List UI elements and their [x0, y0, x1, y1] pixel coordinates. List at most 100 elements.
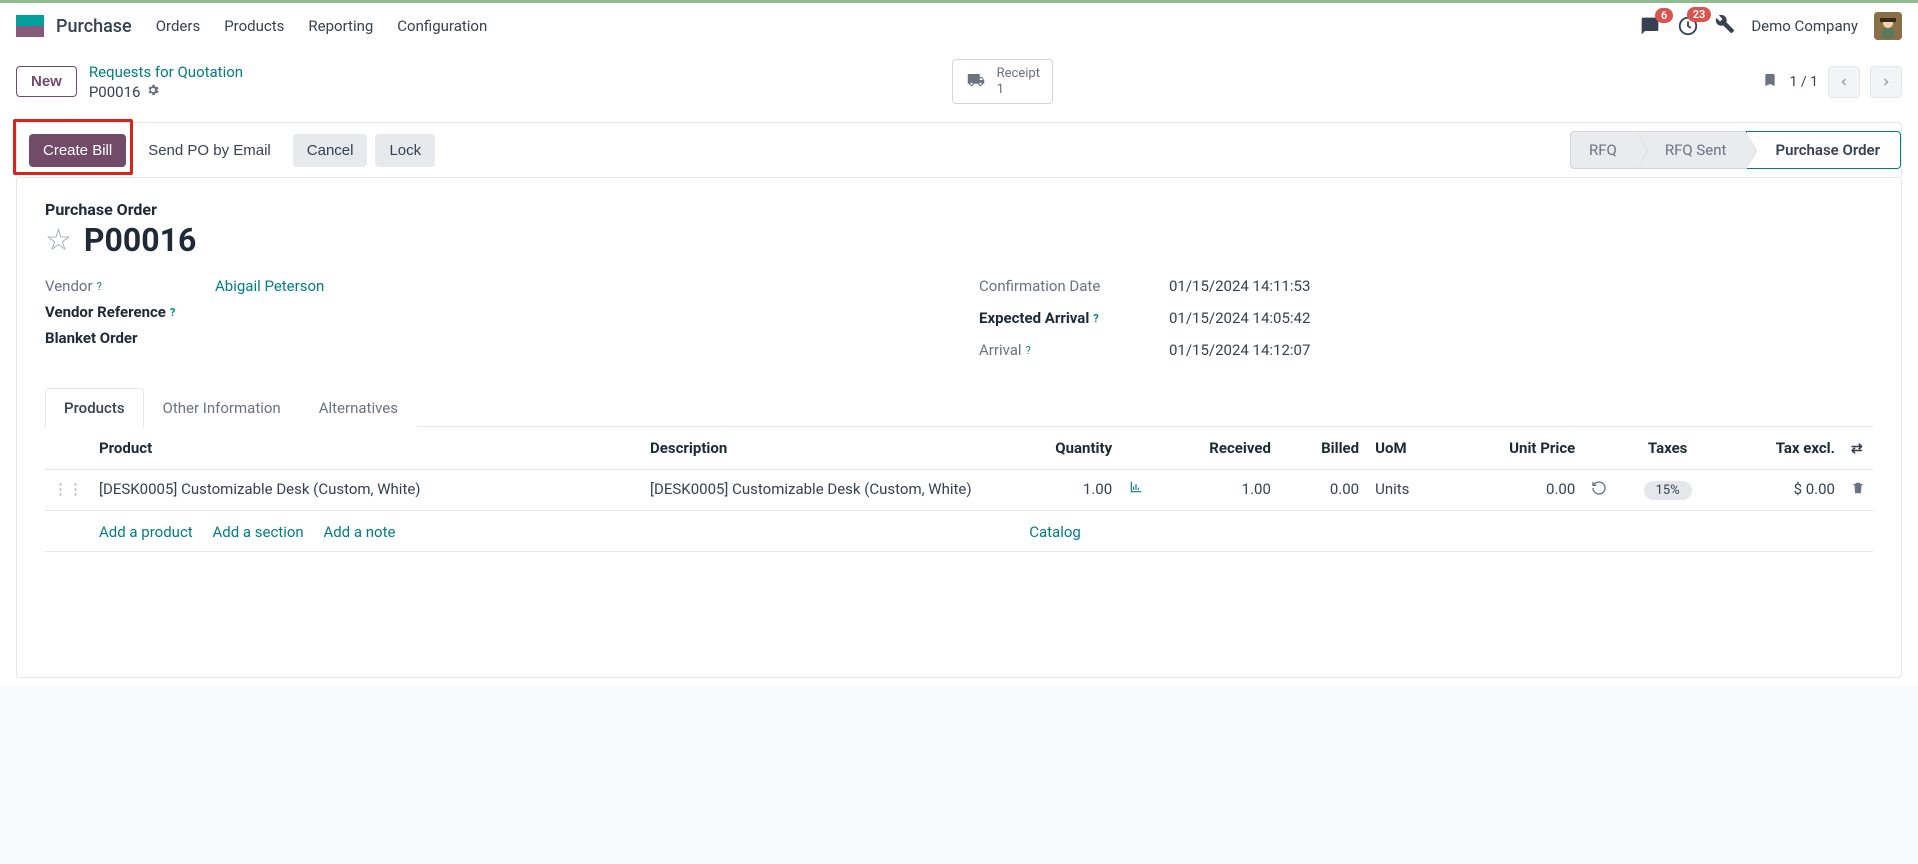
activities-badge: 23 — [1687, 7, 1712, 22]
add-product-link[interactable]: Add a product — [99, 523, 193, 541]
field-vendor-reference: Vendor Reference ? — [45, 299, 939, 325]
add-row: Add a product Add a section Add a note C… — [45, 511, 1873, 552]
vendor-ref-label: Vendor Reference — [45, 303, 166, 321]
nav-link-orders[interactable]: Orders — [156, 17, 201, 35]
expected-value[interactable]: 01/15/2024 14:05:42 — [1169, 309, 1310, 327]
drag-handle-icon[interactable]: ⋮⋮ — [45, 470, 91, 511]
fields-grid: Vendor ? Abigail Peterson Vendor Referen… — [45, 273, 1873, 363]
field-vendor: Vendor ? Abigail Peterson — [45, 273, 939, 299]
truck-icon — [965, 71, 987, 93]
breadcrumb: Requests for Quotation P00016 — [89, 63, 243, 101]
breadcrumb-current-text: P00016 — [89, 83, 141, 101]
subheader: New Requests for Quotation P00016 Receip… — [0, 49, 1918, 114]
cancel-button[interactable]: Cancel — [293, 134, 368, 167]
col-taxes[interactable]: Taxes — [1615, 427, 1720, 470]
favorite-star-icon[interactable]: ☆ — [45, 223, 72, 258]
col-quantity[interactable]: Quantity — [1001, 427, 1120, 470]
cell-description[interactable]: [DESK0005] Customizable Desk (Custom, Wh… — [642, 470, 1001, 511]
debug-icon[interactable] — [1715, 14, 1735, 38]
add-section-link[interactable]: Add a section — [212, 523, 303, 541]
nav-link-configuration[interactable]: Configuration — [397, 17, 487, 35]
col-product[interactable]: Product — [91, 427, 642, 470]
help-icon[interactable]: ? — [1026, 344, 1031, 357]
col-tax-excl[interactable]: Tax excl. — [1720, 427, 1843, 470]
col-billed[interactable]: Billed — [1279, 427, 1367, 470]
forecast-icon[interactable] — [1128, 480, 1144, 498]
col-uom[interactable]: UoM — [1367, 427, 1449, 470]
nav-links: Orders Products Reporting Configuration — [156, 17, 1640, 35]
nav-link-reporting[interactable]: Reporting — [308, 17, 373, 35]
cell-taxes[interactable]: 15% — [1644, 481, 1692, 500]
receipt-smart-button[interactable]: Receipt 1 — [952, 59, 1053, 104]
blanket-label: Blanket Order — [45, 329, 137, 347]
col-unit-price[interactable]: Unit Price — [1449, 427, 1583, 470]
pager-next-button[interactable] — [1870, 66, 1902, 98]
pager-prev-button[interactable] — [1828, 66, 1860, 98]
field-expected-arrival: Expected Arrival ? 01/15/2024 14:05:42 — [979, 305, 1873, 331]
nav-right: 6 23 Demo Company — [1639, 12, 1902, 40]
status-bar: RFQ RFQ Sent Purchase Order — [1570, 131, 1901, 169]
tab-other-information[interactable]: Other Information — [144, 388, 300, 427]
messages-icon[interactable]: 6 — [1639, 16, 1661, 36]
help-icon[interactable]: ? — [1093, 312, 1098, 325]
breadcrumb-current: P00016 — [89, 83, 243, 101]
catalog-link[interactable]: Catalog — [1029, 523, 1081, 541]
add-note-link[interactable]: Add a note — [323, 523, 395, 541]
record-header: Purchase Order ☆ P00016 — [45, 200, 1873, 259]
vendor-label: Vendor — [45, 277, 93, 295]
pager-text: 1 / 1 — [1790, 74, 1818, 90]
lock-button[interactable]: Lock — [375, 134, 435, 167]
confirmation-value: 01/15/2024 14:11:53 — [1169, 277, 1310, 295]
receipt-label: Receipt — [997, 66, 1040, 82]
status-rfq[interactable]: RFQ — [1570, 131, 1637, 169]
new-button[interactable]: New — [16, 66, 77, 97]
actionbar-wrap: Create Bill Send PO by Email Cancel Lock… — [0, 114, 1918, 686]
column-settings-icon[interactable]: ⇄ — [1851, 441, 1863, 457]
tabs: Products Other Information Alternatives — [45, 387, 1873, 427]
cell-uom[interactable]: Units — [1367, 470, 1449, 511]
gear-icon[interactable] — [146, 83, 160, 101]
expected-label: Expected Arrival — [979, 309, 1089, 327]
status-purchase-order[interactable]: Purchase Order — [1746, 131, 1901, 169]
pager-group: 1 / 1 — [1762, 66, 1902, 98]
field-confirmation-date: Confirmation Date 01/15/2024 14:11:53 — [979, 273, 1873, 299]
cell-quantity[interactable]: 1.00 — [1001, 470, 1120, 511]
help-icon[interactable]: ? — [170, 306, 175, 319]
tab-alternatives[interactable]: Alternatives — [300, 388, 417, 427]
record-number: P00016 — [84, 221, 196, 259]
confirmation-label: Confirmation Date — [979, 277, 1100, 295]
activities-icon[interactable]: 23 — [1677, 15, 1699, 37]
app-title[interactable]: Purchase — [56, 16, 132, 37]
cell-billed[interactable]: 0.00 — [1279, 470, 1367, 511]
table-row[interactable]: ⋮⋮ [DESK0005] Customizable Desk (Custom,… — [45, 470, 1873, 511]
arrival-value: 01/15/2024 14:12:07 — [1169, 341, 1310, 359]
cell-unit-price[interactable]: 0.00 — [1449, 470, 1583, 511]
company-name[interactable]: Demo Company — [1751, 17, 1858, 35]
form-sheet: Purchase Order ☆ P00016 Vendor ? Abigail… — [16, 178, 1902, 678]
send-po-button[interactable]: Send PO by Email — [134, 134, 285, 167]
cell-product[interactable]: [DESK0005] Customizable Desk (Custom, Wh… — [91, 470, 642, 511]
col-description[interactable]: Description — [642, 427, 1001, 470]
pager: 1 / 1 — [1790, 66, 1902, 98]
nav-link-products[interactable]: Products — [224, 17, 284, 35]
refresh-icon[interactable] — [1591, 482, 1607, 500]
cell-tax-excl[interactable]: $ 0.00 — [1720, 470, 1843, 511]
breadcrumb-parent[interactable]: Requests for Quotation — [89, 63, 243, 81]
cell-received[interactable]: 1.00 — [1152, 470, 1279, 511]
bookmark-icon[interactable] — [1762, 70, 1778, 94]
create-bill-button[interactable]: Create Bill — [29, 134, 126, 167]
field-blanket-order: Blanket Order — [45, 325, 939, 351]
app-logo[interactable] — [16, 15, 44, 37]
delete-row-icon[interactable] — [1851, 482, 1865, 500]
vendor-value[interactable]: Abigail Peterson — [215, 277, 324, 295]
help-icon[interactable]: ? — [97, 280, 102, 293]
status-rfq-sent[interactable]: RFQ Sent — [1637, 131, 1747, 169]
tab-products[interactable]: Products — [45, 388, 144, 427]
actionbar: Create Bill Send PO by Email Cancel Lock… — [16, 122, 1902, 178]
arrival-label: Arrival — [979, 341, 1022, 359]
messages-badge: 6 — [1655, 8, 1673, 23]
col-received[interactable]: Received — [1152, 427, 1279, 470]
receipt-count: 1 — [997, 82, 1040, 98]
topnav: Purchase Orders Products Reporting Confi… — [0, 3, 1918, 49]
user-avatar[interactable] — [1874, 12, 1902, 40]
